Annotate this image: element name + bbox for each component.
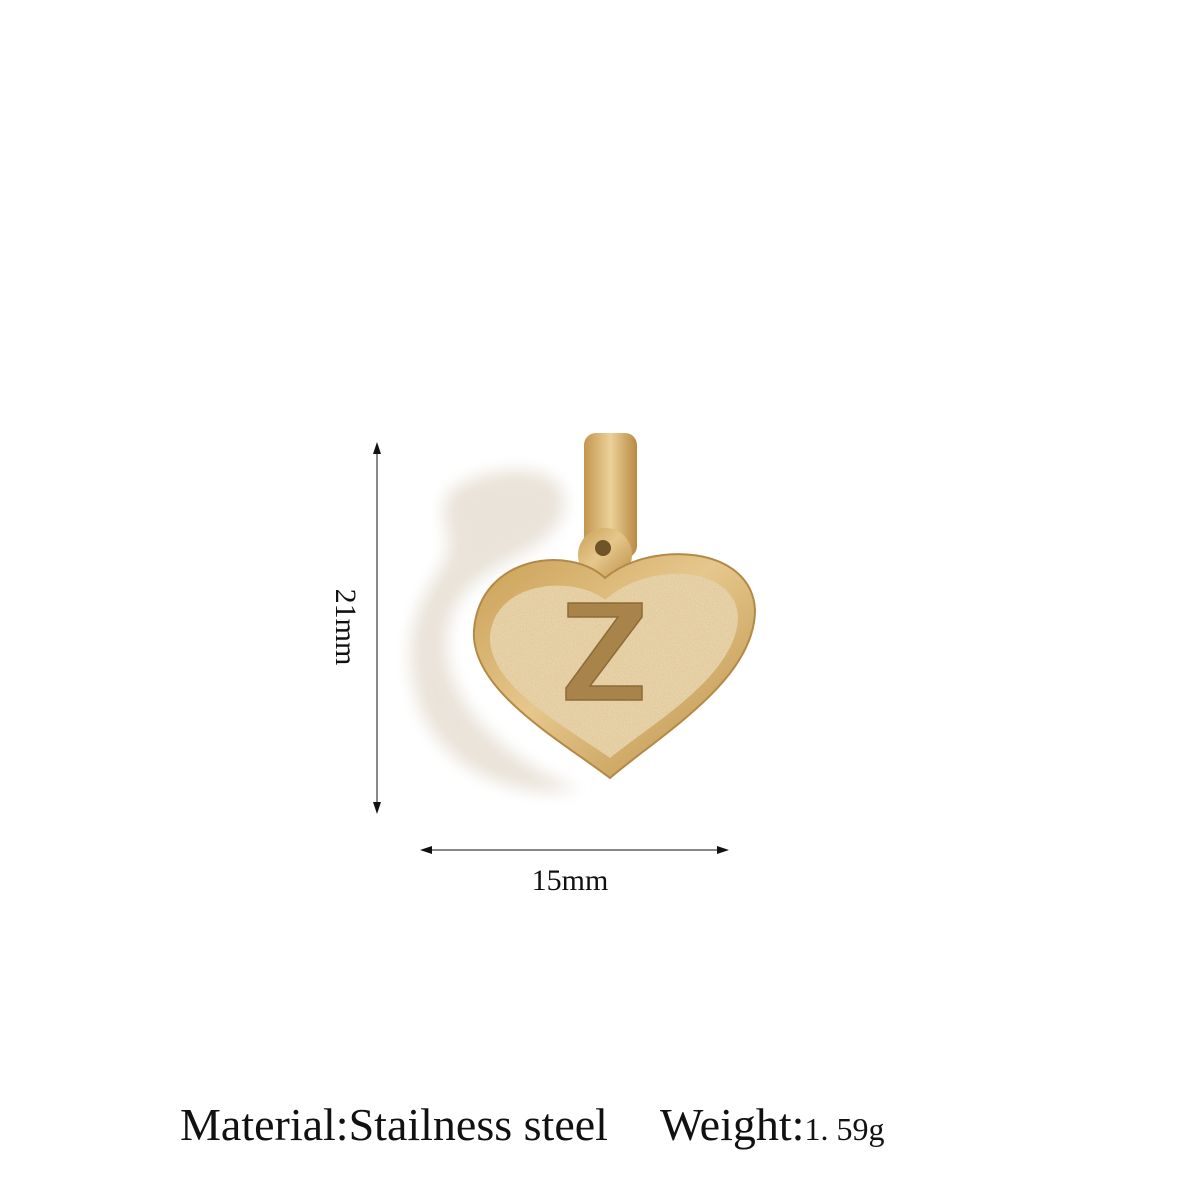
- bail: [584, 433, 637, 558]
- material-label: Material:: [180, 1099, 349, 1150]
- arrow-head-icon: [373, 802, 381, 814]
- weight-label: Weight:: [659, 1099, 805, 1150]
- jump-ring-hole: [595, 540, 611, 556]
- arrow-head-icon: [373, 442, 381, 454]
- weight-value: 1. 59g: [804, 1111, 885, 1147]
- material-value: Stailness steel: [348, 1099, 608, 1150]
- height-dimension-label: 21mm: [329, 588, 362, 666]
- letter-cutout: [565, 602, 643, 701]
- pendant-shadow: [410, 470, 580, 792]
- spec-line: Material:Stailness steel Weight:1. 59g: [180, 1098, 884, 1151]
- width-dimension-label: 15mm: [531, 864, 609, 897]
- glitter-texture: [489, 573, 738, 758]
- arrow-head-icon: [420, 846, 432, 854]
- arrow-head-icon: [717, 846, 729, 854]
